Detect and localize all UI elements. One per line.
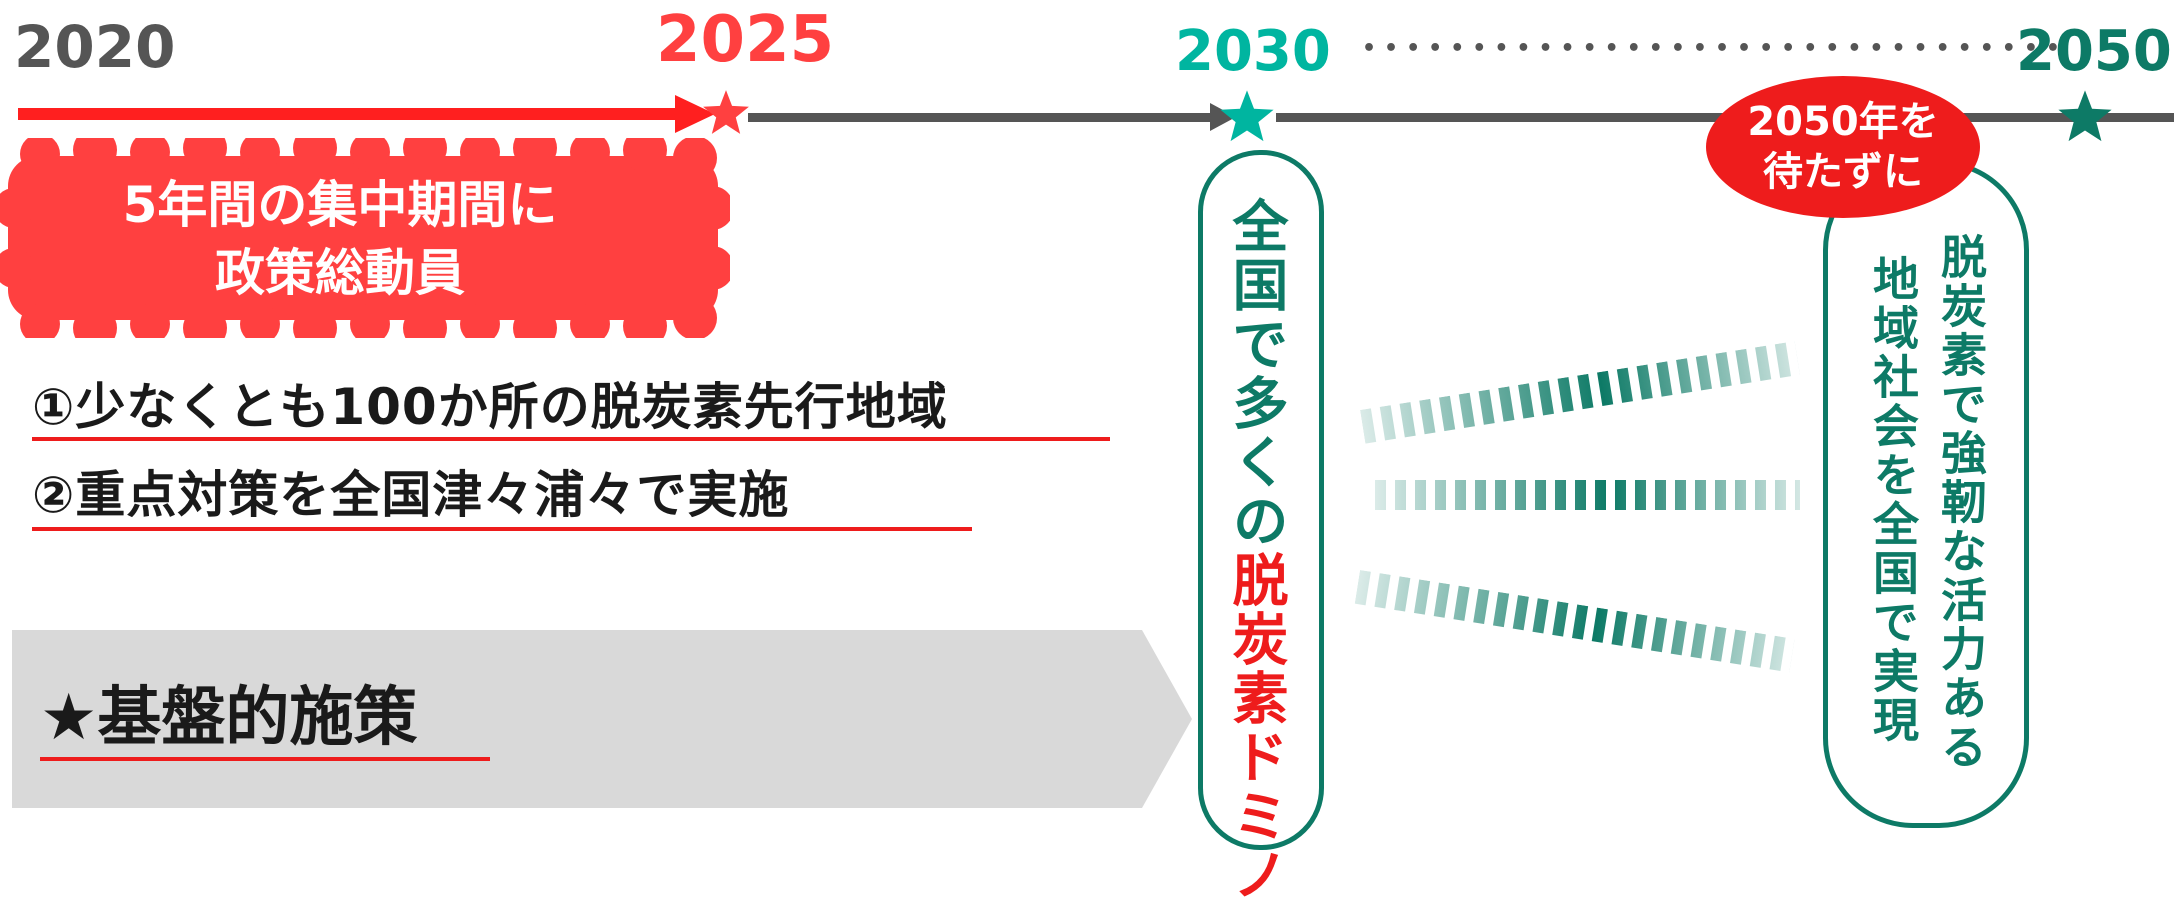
year-2050: 2050 [2016,19,2172,84]
timeline-red-segment [18,108,688,120]
timeline-gray-segment [748,113,1218,122]
arrow-head-icon [675,95,715,133]
star-icon [2058,90,2112,142]
year-2030: 2030 [1175,19,1331,84]
domino-box: 全国で多くの脱炭素ドミノ [1198,150,1324,905]
year-2020: 2020 [14,13,176,81]
star-icon [1220,90,1274,142]
timeline-dots: •••••••••••••••••••••••••••••••• [1362,36,2068,61]
bullet-underline [32,527,972,531]
bullet-priority-measures: ②重点対策を全国津々浦々で実施 [32,466,790,524]
domino-arrows [1354,341,1800,673]
foundation-label: ★基盤的施策 [40,681,418,755]
domino-arrow-top [1360,341,1800,444]
domino-arrow-bottom [1354,570,1795,673]
callout-line-2: 政策総動員 [215,244,465,302]
domino-text-highlight: 脱炭素ドミノ [1223,551,1288,905]
focus-period-callout: 5年間の集中期間に 政策総動員 [0,138,730,338]
burst-shape [0,138,730,338]
badge-line-2: 待たずに [1763,149,1923,195]
domino-text-prefix: 全国で多くの [1223,197,1288,551]
domino-text: 全国で多くの脱炭素ドミノ [1223,197,1288,905]
before-2050-badge: 2050年を 待たずに [1706,76,1980,218]
bullet-underline [32,437,1110,441]
year-2025: 2025 [656,3,835,77]
goal-box: 脱炭素で強靭な活力ある 地域社会を全国で実現 [1823,160,2029,828]
callout-line-1: 5年間の集中期間に [122,176,558,234]
foundation-arrow-band [12,630,1192,808]
domino-arrow-middle [1375,480,1800,510]
arrow-head-icon [1210,103,1236,131]
goal-text-col2: 地域社会を全国で実現 [1866,255,1920,745]
bullet-leading-regions: ①少なくとも100か所の脱炭素先行地域 [32,378,948,436]
badge-line-1: 2050年を [1747,99,1939,145]
star-icon [703,90,749,134]
goal-text-col1: 脱炭素で強靭な活力ある [1934,233,1988,772]
foundation-underline [40,757,490,761]
